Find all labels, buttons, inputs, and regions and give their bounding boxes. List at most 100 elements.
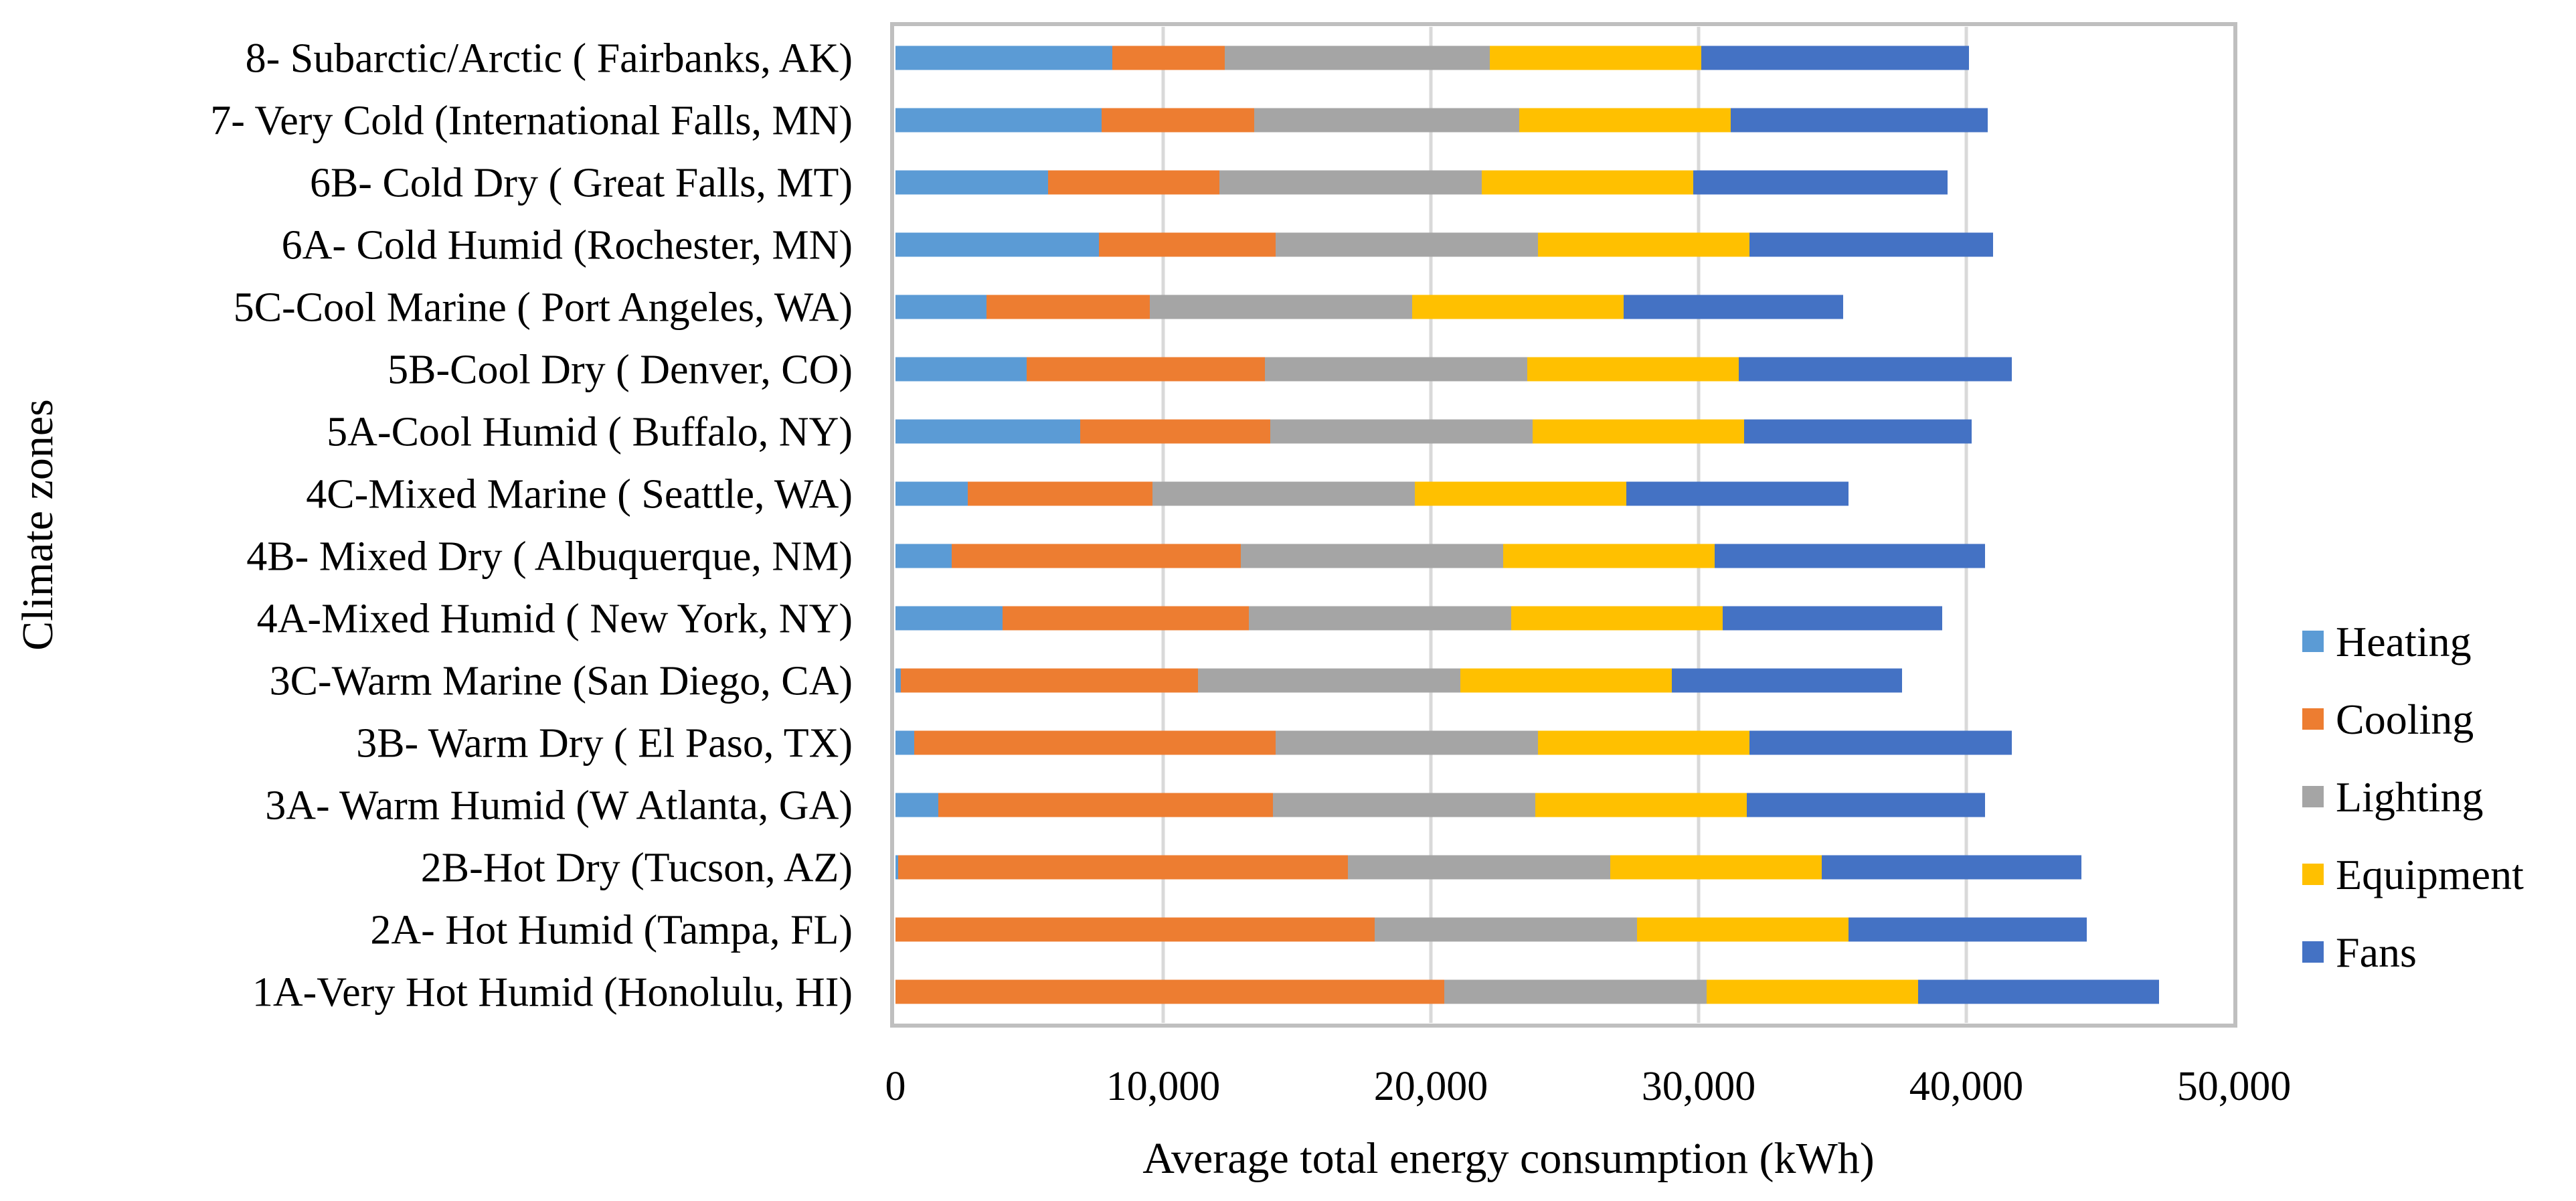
category-labels: 8- Subarctic/Arctic ( Fairbanks, AK) 7- V… xyxy=(210,36,853,1016)
bar-cooling xyxy=(895,979,1444,1004)
bar-equipment xyxy=(1610,855,1822,880)
bar-heating xyxy=(895,730,914,755)
bar-heating xyxy=(895,793,938,817)
x-tick-label: 40,000 xyxy=(1909,1064,2024,1109)
bar-lighting xyxy=(1265,357,1527,382)
bar-heating xyxy=(895,46,1112,70)
bar-fans xyxy=(1701,46,1969,70)
category-label: 5C-Cool Marine ( Port Angeles, WA) xyxy=(234,285,853,331)
bar-cooling xyxy=(898,855,1348,880)
bar-cooling xyxy=(1027,357,1265,382)
category-label: 1A-Very Hot Humid (Honolulu, HI) xyxy=(252,970,853,1016)
bar-heating xyxy=(895,606,1003,631)
bar-fans xyxy=(1918,979,2159,1004)
bar-cooling xyxy=(1048,170,1219,195)
bar-fans xyxy=(1715,544,1985,568)
category-label: 3A- Warm Humid (W Atlanta, GA) xyxy=(265,783,853,829)
bar-equipment xyxy=(1538,730,1749,755)
bar-cooling xyxy=(1003,606,1249,631)
bar-lighting xyxy=(1444,979,1707,1004)
bar-cooling xyxy=(1080,419,1270,444)
bar-lighting xyxy=(1198,668,1460,693)
bar-equipment xyxy=(1535,793,1747,817)
bar-lighting xyxy=(1348,855,1610,880)
legend-label: Heating xyxy=(2336,618,2472,665)
x-tick-label: 30,000 xyxy=(1642,1064,1756,1109)
bar-lighting xyxy=(1276,232,1538,257)
bar-heating xyxy=(895,357,1027,382)
bar-cooling xyxy=(1099,232,1276,257)
bar-heating xyxy=(895,481,968,506)
bar-heating xyxy=(895,295,986,319)
bar-lighting xyxy=(1270,419,1533,444)
category-label: 4C-Mixed Marine ( Seattle, WA) xyxy=(306,472,853,517)
bar-cooling xyxy=(938,793,1273,817)
bar-lighting xyxy=(1152,481,1415,506)
bar-lighting xyxy=(1249,606,1511,631)
bar-cooling xyxy=(914,730,1276,755)
bar-fans xyxy=(1672,668,1902,693)
bar-heating xyxy=(895,170,1048,195)
bar-lighting xyxy=(1375,917,1637,942)
x-tick-label: 50,000 xyxy=(2177,1064,2292,1109)
bar-fans xyxy=(1723,606,1942,631)
legend-label: Fans xyxy=(2336,929,2417,976)
bar-equipment xyxy=(1707,979,1918,1004)
legend-swatch xyxy=(2302,786,2324,807)
category-label: 3B- Warm Dry ( El Paso, TX) xyxy=(356,721,853,767)
bar-equipment xyxy=(1460,668,1672,693)
bar-lighting xyxy=(1273,793,1535,817)
bar-equipment xyxy=(1533,419,1744,444)
bar-fans xyxy=(1624,295,1843,319)
category-label: 2B-Hot Dry (Tucson, AZ) xyxy=(421,846,853,891)
x-tick-labels: 0 10,000 20,000 30,000 40,000 50,000 xyxy=(885,1064,2292,1109)
category-label: 2A- Hot Humid (Tampa, FL) xyxy=(370,908,853,953)
bar-fans xyxy=(1626,481,1849,506)
bar-fans xyxy=(1693,170,1948,195)
bar-heating xyxy=(895,668,901,693)
bars xyxy=(895,46,2159,1004)
category-label: 6B- Cold Dry ( Great Falls, MT) xyxy=(310,161,853,206)
bar-equipment xyxy=(1538,232,1749,257)
bar-lighting xyxy=(1276,730,1538,755)
legend-label: Equipment xyxy=(2336,851,2524,898)
bar-fans xyxy=(1849,917,2087,942)
bar-lighting xyxy=(1241,544,1503,568)
legend-label: Lighting xyxy=(2336,773,2483,821)
bar-cooling xyxy=(895,917,1375,942)
bar-fans xyxy=(1749,730,2012,755)
bar-equipment xyxy=(1511,606,1723,631)
bar-lighting xyxy=(1150,295,1412,319)
x-tick-label: 20,000 xyxy=(1374,1064,1488,1109)
bar-cooling xyxy=(901,668,1198,693)
legend-swatch xyxy=(2302,864,2324,885)
bar-cooling xyxy=(968,481,1152,506)
bar-fans xyxy=(1822,855,2081,880)
x-tick-label: 10,000 xyxy=(1106,1064,1221,1109)
bar-cooling xyxy=(1102,108,1254,133)
bar-lighting xyxy=(1254,108,1519,133)
category-label: 7- Very Cold (International Falls, MN) xyxy=(210,98,853,144)
bar-cooling xyxy=(1112,46,1225,70)
bar-fans xyxy=(1731,108,1988,133)
bar-heating xyxy=(895,544,952,568)
bar-cooling xyxy=(952,544,1241,568)
bar-equipment xyxy=(1412,295,1624,319)
bar-equipment xyxy=(1519,108,1731,133)
legend-swatch xyxy=(2302,941,2324,963)
legend: Heating Cooling Lighting Equipment Fans xyxy=(2302,618,2524,976)
category-label: 8- Subarctic/Arctic ( Fairbanks, AK) xyxy=(246,36,853,82)
bar-lighting xyxy=(1219,170,1482,195)
category-label: 4B- Mixed Dry ( Albuquerque, NM) xyxy=(246,534,853,580)
bar-equipment xyxy=(1490,46,1701,70)
bar-heating xyxy=(895,232,1099,257)
bar-heating xyxy=(895,419,1080,444)
bar-heating xyxy=(895,108,1102,133)
bar-lighting xyxy=(1225,46,1490,70)
x-tick-label: 0 xyxy=(885,1064,906,1109)
bar-heating xyxy=(895,855,898,880)
bar-fans xyxy=(1744,419,1972,444)
bar-fans xyxy=(1747,793,1985,817)
bar-fans xyxy=(1749,232,1993,257)
category-label: 5A-Cool Humid ( Buffalo, NY) xyxy=(327,410,853,455)
